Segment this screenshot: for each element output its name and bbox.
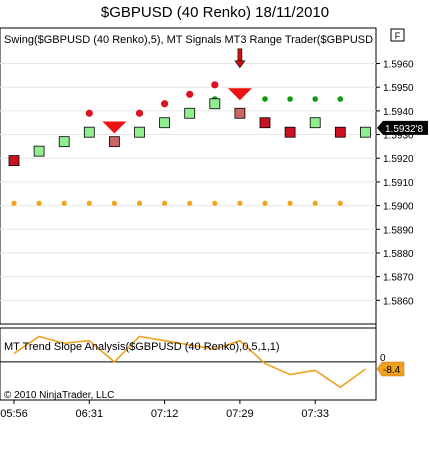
format-button-label: F: [395, 31, 401, 41]
swing-low-dot: [337, 200, 343, 206]
renko-brick-up: [209, 98, 221, 110]
renko-brick-up: [309, 117, 321, 129]
y-axis-ticks: 1.5860 1.5870 1.5880 1.5890 1.5900 1.5910 1.59…: [376, 60, 414, 307]
format-button[interactable]: [390, 28, 405, 42]
signal-dot-series: [212, 96, 344, 102]
down-arrow-shaft: [237, 48, 243, 62]
slope-series: [13, 335, 366, 389]
swing-low-series: [11, 200, 343, 206]
y-tick-label: 1.5910: [383, 178, 414, 189]
swing-low-dot: [287, 200, 293, 206]
swing-low-dot: [162, 200, 168, 206]
slope-panel-label: MT Trend Slope Analysis($GBPUSD (40 Renk…: [4, 341, 280, 353]
swing-low-dot: [61, 200, 67, 206]
renko-brick-down: [334, 126, 346, 138]
signal-dot: [287, 96, 293, 102]
y-tick-label: 1.5920: [383, 154, 414, 165]
sell-triangle: [227, 88, 252, 101]
renko-brick-up: [33, 145, 45, 157]
swing-low-dot: [36, 200, 42, 206]
price-panel-label: Swing($GBPUSD (40 Renko),5), MT Signals …: [4, 34, 373, 46]
slope-zero-label: 0: [380, 353, 386, 364]
chart-title: $GBPUSD (40 Renko) 18/11/2010: [100, 4, 330, 21]
slope-badge-shape: [376, 361, 405, 377]
renko-brick-up: [184, 107, 196, 119]
sell-signal-triangles: [102, 88, 252, 134]
renko-brick-up: [134, 126, 145, 138]
y-tick-label: 1.5960: [383, 60, 414, 71]
swing-low-dot: [212, 200, 218, 206]
swing-high-dot: [135, 109, 144, 117]
renko-bricks: [8, 98, 371, 167]
signal-dot: [312, 96, 319, 102]
down-arrow-head: [234, 60, 246, 69]
swing-high-dot: [85, 109, 93, 117]
y-tick-label: 1.5940: [383, 107, 414, 118]
y-tick-label: 1.5930: [383, 131, 414, 142]
slope-line: [13, 335, 366, 389]
x-tick-label: 07:12: [151, 408, 179, 420]
swing-low-dot: [11, 200, 17, 206]
swing-low-dot: [312, 200, 318, 206]
swing-low-dot: [111, 200, 117, 206]
x-axis-ticks: 05:56 06:31 07:12 07:29 07:33: [0, 400, 329, 420]
renko-brick-up: [58, 136, 70, 148]
x-tick-label: 06:31: [76, 408, 104, 420]
price-badge-text: 1.5932'8: [385, 124, 423, 135]
signal-dot: [337, 96, 344, 102]
down-arrow-marker: [234, 48, 246, 69]
swing-high-dot: [161, 100, 169, 108]
grid: [0, 63, 376, 363]
y-tick-label: 1.5860: [383, 296, 414, 307]
x-tick-label: 07:33: [301, 408, 329, 420]
y-tick-label: 1.5870: [383, 273, 414, 284]
y-tick-label: 1.5950: [383, 83, 414, 94]
price-panel-frame: [0, 27, 377, 325]
slope-value-badge: -8.4: [376, 361, 405, 377]
y-tick-label: 1.5900: [383, 202, 414, 213]
x-tick-label: 07:29: [226, 408, 254, 420]
renko-brick-up: [83, 126, 95, 138]
renko-brick-up: [159, 117, 171, 129]
renko-brick-signal: [109, 136, 120, 148]
renko-brick-down: [259, 117, 271, 129]
x-tick-label: 05:56: [0, 408, 28, 420]
y-tick-label: 1.5880: [383, 249, 414, 260]
signal-dot: [262, 96, 268, 102]
copyright-text: © 2010 NinjaTrader, LLC: [4, 390, 114, 401]
renko-brick-down: [284, 126, 296, 138]
swing-high-dot: [186, 90, 194, 98]
swing-low-dot: [237, 200, 243, 206]
swing-high-series: [85, 81, 219, 117]
swing-low-dot: [136, 200, 143, 206]
swing-low-dot: [86, 200, 92, 206]
renko-brick-signal: [234, 107, 246, 119]
renko-brick-up: [359, 126, 371, 138]
swing-high-dot: [211, 81, 219, 89]
sell-triangle: [102, 121, 127, 134]
swing-low-dot: [262, 200, 268, 206]
current-price-badge: 1.5932'8: [377, 120, 428, 135]
price-badge-shape: [377, 120, 428, 135]
renko-brick-down: [8, 155, 20, 167]
slope-badge-text: -8.4: [383, 365, 401, 376]
swing-low-dot: [187, 200, 193, 206]
y-tick-label: 1.5890: [383, 225, 414, 236]
